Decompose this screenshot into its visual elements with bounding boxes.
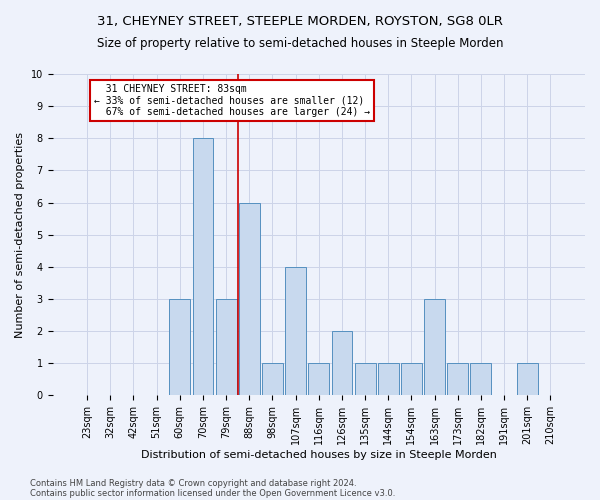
Bar <box>239 202 260 396</box>
Bar <box>169 299 190 396</box>
Bar <box>448 364 468 396</box>
Bar <box>355 364 376 396</box>
Bar <box>401 364 422 396</box>
Text: Contains HM Land Registry data © Crown copyright and database right 2024.: Contains HM Land Registry data © Crown c… <box>30 478 356 488</box>
Bar <box>285 267 306 396</box>
Text: 31, CHEYNEY STREET, STEEPLE MORDEN, ROYSTON, SG8 0LR: 31, CHEYNEY STREET, STEEPLE MORDEN, ROYS… <box>97 15 503 28</box>
Text: Size of property relative to semi-detached houses in Steeple Morden: Size of property relative to semi-detach… <box>97 38 503 51</box>
Bar <box>517 364 538 396</box>
Bar <box>193 138 214 396</box>
Bar <box>378 364 398 396</box>
Y-axis label: Number of semi-detached properties: Number of semi-detached properties <box>15 132 25 338</box>
Text: Contains public sector information licensed under the Open Government Licence v3: Contains public sector information licen… <box>30 488 395 498</box>
Bar <box>424 299 445 396</box>
Bar <box>332 331 352 396</box>
Text: 31 CHEYNEY STREET: 83sqm
← 33% of semi-detached houses are smaller (12)
  67% of: 31 CHEYNEY STREET: 83sqm ← 33% of semi-d… <box>94 84 370 117</box>
Bar <box>262 364 283 396</box>
Bar <box>215 299 236 396</box>
X-axis label: Distribution of semi-detached houses by size in Steeple Morden: Distribution of semi-detached houses by … <box>141 450 497 460</box>
Bar <box>308 364 329 396</box>
Bar <box>470 364 491 396</box>
